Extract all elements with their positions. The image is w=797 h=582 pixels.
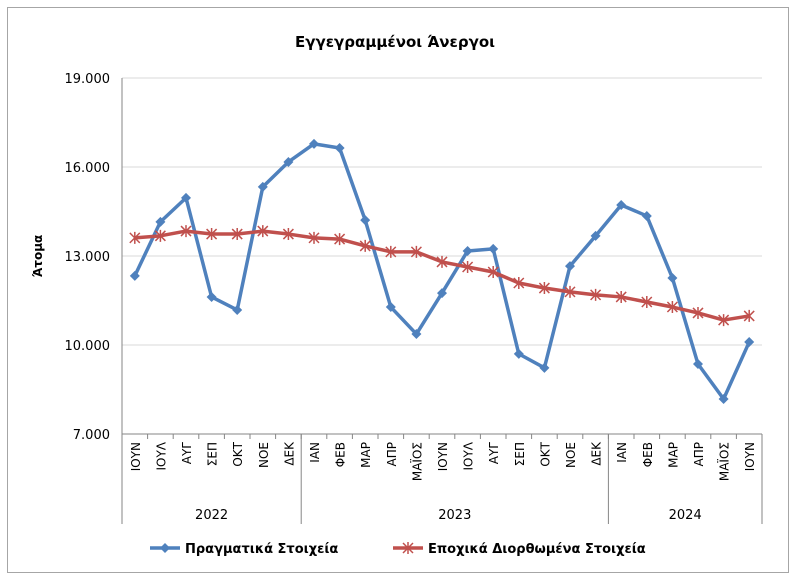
data-point bbox=[155, 216, 166, 227]
x-tick-label: ΑΥΓ bbox=[180, 442, 194, 465]
x-tick-label: ΦΕΒ bbox=[334, 442, 348, 467]
data-point bbox=[564, 285, 576, 298]
data-point bbox=[257, 181, 268, 192]
data-point bbox=[360, 215, 371, 226]
y-tick-label: 13.000 bbox=[65, 250, 111, 265]
data-point bbox=[154, 229, 166, 242]
x-tick-label: ΝΟΕ bbox=[564, 442, 578, 468]
data-point bbox=[231, 228, 243, 241]
x-tick-label: ΙΟΥΛ bbox=[462, 441, 476, 470]
legend-marker bbox=[160, 543, 170, 553]
data-point bbox=[513, 348, 524, 359]
data-point bbox=[616, 199, 627, 210]
data-point bbox=[180, 225, 192, 238]
x-tick-label: ΟΚΤ bbox=[538, 441, 552, 466]
data-point bbox=[206, 291, 217, 302]
data-point bbox=[309, 138, 319, 149]
data-point bbox=[565, 261, 575, 272]
legend-marker bbox=[402, 542, 414, 554]
data-point bbox=[283, 156, 294, 167]
data-point bbox=[436, 255, 448, 268]
data-point bbox=[692, 306, 704, 319]
x-tick-label: ΙΑΝ bbox=[308, 442, 322, 463]
data-point bbox=[641, 210, 652, 221]
series-line-1 bbox=[133, 142, 751, 401]
data-point bbox=[667, 272, 678, 283]
y-axis-label: Άτομα bbox=[31, 235, 45, 278]
x-tick-label: ΙΟΥΝ bbox=[129, 442, 143, 471]
data-point bbox=[693, 358, 703, 369]
data-point bbox=[590, 230, 601, 241]
data-point bbox=[666, 301, 678, 314]
x-tick-label: ΜΑΪΟΣ bbox=[409, 442, 424, 481]
x-tick-label: ΙΟΥΝ bbox=[436, 442, 450, 471]
data-point bbox=[410, 245, 422, 258]
x-tick-label: ΑΠΡ bbox=[692, 442, 706, 466]
data-point bbox=[615, 290, 627, 303]
y-tick-label: 16.000 bbox=[65, 161, 111, 176]
data-point bbox=[411, 329, 422, 340]
x-tick-label: ΔΕΚ bbox=[282, 441, 296, 466]
chart-frame bbox=[7, 7, 789, 573]
data-point bbox=[359, 239, 371, 252]
x-tick-label: ΑΠΡ bbox=[385, 442, 399, 466]
legend-label: Εποχικά Διορθωμένα Στοιχεία bbox=[428, 542, 646, 557]
x-tick-label: ΑΥΓ bbox=[487, 442, 501, 465]
x-tick-label: ΙΟΥΝ bbox=[743, 442, 757, 471]
x-tick-label: ΙΑΝ bbox=[615, 442, 629, 463]
x-tick-label: ΙΟΥΛ bbox=[154, 441, 168, 470]
data-point bbox=[744, 337, 755, 348]
x-tick-label: ΦΕΒ bbox=[641, 442, 655, 467]
data-point bbox=[437, 288, 447, 299]
data-point bbox=[590, 288, 602, 301]
data-point bbox=[308, 231, 320, 244]
data-point bbox=[334, 143, 345, 154]
year-label: 2024 bbox=[669, 508, 702, 523]
data-point bbox=[334, 233, 346, 246]
x-tick-label: ΔΕΚ bbox=[590, 441, 604, 466]
y-tick-label: 7.000 bbox=[73, 428, 110, 443]
data-point bbox=[487, 266, 499, 279]
x-tick-label: ΟΚΤ bbox=[231, 441, 245, 466]
y-tick-label: 10.000 bbox=[65, 339, 111, 354]
data-point bbox=[743, 309, 755, 322]
data-point bbox=[181, 192, 191, 203]
data-point bbox=[232, 304, 243, 315]
x-tick-label: ΜΑΡ bbox=[666, 442, 680, 468]
chart-title: Εγγεγραμμένοι Άνεργοι bbox=[295, 33, 495, 51]
data-point bbox=[257, 225, 269, 238]
x-tick-label: ΣΕΠ bbox=[513, 442, 527, 466]
data-point bbox=[539, 362, 550, 373]
data-point bbox=[385, 302, 396, 313]
data-point bbox=[206, 228, 218, 241]
data-point bbox=[462, 260, 474, 273]
data-point bbox=[538, 282, 550, 295]
data-point bbox=[385, 245, 397, 258]
data-point bbox=[129, 231, 141, 244]
data-point bbox=[488, 243, 499, 254]
x-tick-label: ΜΑΡ bbox=[359, 442, 373, 468]
data-point bbox=[282, 228, 294, 241]
x-tick-label: ΜΑΪΟΣ bbox=[717, 442, 732, 481]
data-point bbox=[462, 245, 473, 256]
data-point bbox=[641, 295, 653, 308]
x-tick-label: ΝΟΕ bbox=[257, 442, 271, 468]
x-tick-label: ΣΕΠ bbox=[206, 442, 220, 466]
data-point bbox=[718, 314, 730, 327]
data-point bbox=[718, 393, 729, 404]
y-tick-label: 19.000 bbox=[65, 72, 111, 87]
year-label: 2022 bbox=[195, 508, 228, 523]
legend-label: Πραγματικά Στοιχεία bbox=[185, 542, 338, 557]
data-point bbox=[513, 276, 525, 289]
data-point bbox=[129, 270, 140, 281]
year-label: 2023 bbox=[438, 508, 471, 523]
